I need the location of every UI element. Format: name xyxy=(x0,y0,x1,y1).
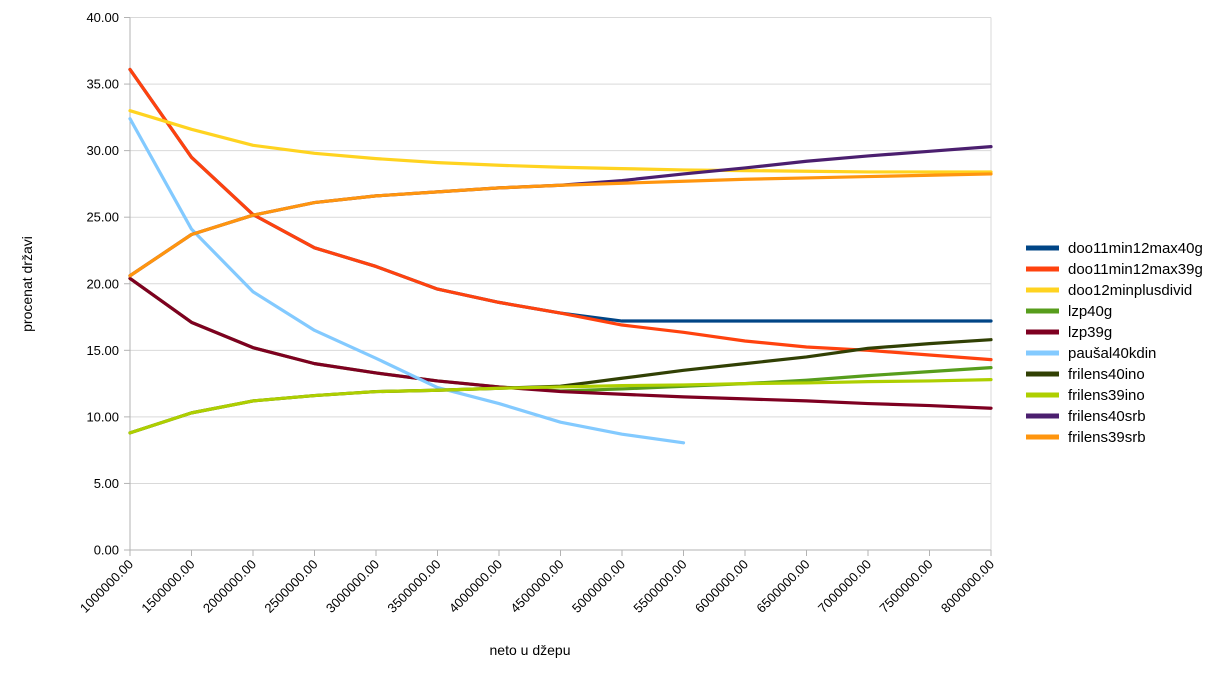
legend-label-frilens39ino: frilens39ino xyxy=(1068,387,1145,404)
legend: doo11min12max40g doo11min12max39g doo12min… xyxy=(1026,240,1203,446)
y-tick-label: 10.00 xyxy=(86,409,119,424)
x-tick-label: 5000000.00 xyxy=(569,557,628,616)
x-tick-label: 6500000.00 xyxy=(753,557,812,616)
x-tick-label: 5500000.00 xyxy=(630,557,689,616)
legend-swatch-doo11min12max40g xyxy=(1026,245,1059,251)
series-layer xyxy=(128,67,993,445)
x-tick-label: 2000000.00 xyxy=(200,557,259,616)
series-line-frilens39ino xyxy=(128,378,993,435)
legend-label-doo12minplusdivid: doo12minplusdivid xyxy=(1068,282,1192,299)
y-tick-label: 20.00 xyxy=(86,276,119,291)
legend-label-lzp39g: lzp39g xyxy=(1068,324,1112,341)
legend-swatch-doo12minplusdivid xyxy=(1026,287,1059,293)
x-tick-label: 4500000.00 xyxy=(507,557,566,616)
x-tick-label: 7500000.00 xyxy=(876,557,935,616)
x-tick-label: 1000000.00 xyxy=(77,557,136,616)
series-line-paušal40kdin xyxy=(128,117,686,445)
legend-label-doo11min12max40g: doo11min12max40g xyxy=(1068,240,1203,257)
series-line-frilens39srb xyxy=(128,172,993,278)
legend-swatch-frilens40ino xyxy=(1026,371,1059,377)
x-tick-label: 1500000.00 xyxy=(138,557,197,616)
y-tick-label: 25.00 xyxy=(86,210,119,225)
x-tick-label: 3500000.00 xyxy=(384,557,443,616)
legend-swatch-frilens40srb xyxy=(1026,413,1059,419)
legend-swatch-doo11min12max39g xyxy=(1026,266,1059,272)
x-tick-label: 2500000.00 xyxy=(261,557,320,616)
x-tick-label: 8000000.00 xyxy=(938,557,997,616)
y-tick-label: 5.00 xyxy=(94,476,119,491)
y-tick-label: 15.00 xyxy=(86,343,119,358)
grid-layer xyxy=(124,17,992,556)
y-tick-label: 0.00 xyxy=(94,543,119,558)
x-axis-title: neto u džepu xyxy=(490,642,571,658)
series-line-doo11min12max39g xyxy=(128,67,993,362)
y-axis-title: procenat državi xyxy=(19,236,35,332)
legend-swatch-frilens39srb xyxy=(1026,434,1059,440)
legend-label-frilens40srb: frilens40srb xyxy=(1068,408,1146,425)
legend-label-lzp40g: lzp40g xyxy=(1068,303,1112,320)
legend-swatch-lzp40g xyxy=(1026,308,1059,314)
legend-swatch-frilens39ino xyxy=(1026,392,1059,398)
legend-swatch-lzp39g xyxy=(1026,329,1059,335)
legend-label-frilens40ino: frilens40ino xyxy=(1068,366,1145,383)
y-tick-label: 35.00 xyxy=(86,77,119,92)
legend-label-paušal40kdin: paušal40kdin xyxy=(1068,345,1156,362)
x-tick-label: 4000000.00 xyxy=(446,557,505,616)
x-tick-label: 3000000.00 xyxy=(323,557,382,616)
axis-labels-layer: 0.00 5.00 10.00 15.00 20.00 25.00 30.00 35.00 40… xyxy=(77,10,997,616)
series-line-lzp39g xyxy=(128,276,993,410)
legend-label-frilens39srb: frilens39srb xyxy=(1068,429,1146,446)
x-tick-label: 6000000.00 xyxy=(692,557,751,616)
y-tick-label: 30.00 xyxy=(86,143,119,158)
x-tick-label: 7000000.00 xyxy=(815,557,874,616)
series-line-doo12minplusdivid xyxy=(128,109,993,174)
legend-swatch-paušal40kdin xyxy=(1026,350,1059,356)
legend-label-doo11min12max39g: doo11min12max39g xyxy=(1068,261,1203,278)
y-tick-label: 40.00 xyxy=(86,10,119,25)
